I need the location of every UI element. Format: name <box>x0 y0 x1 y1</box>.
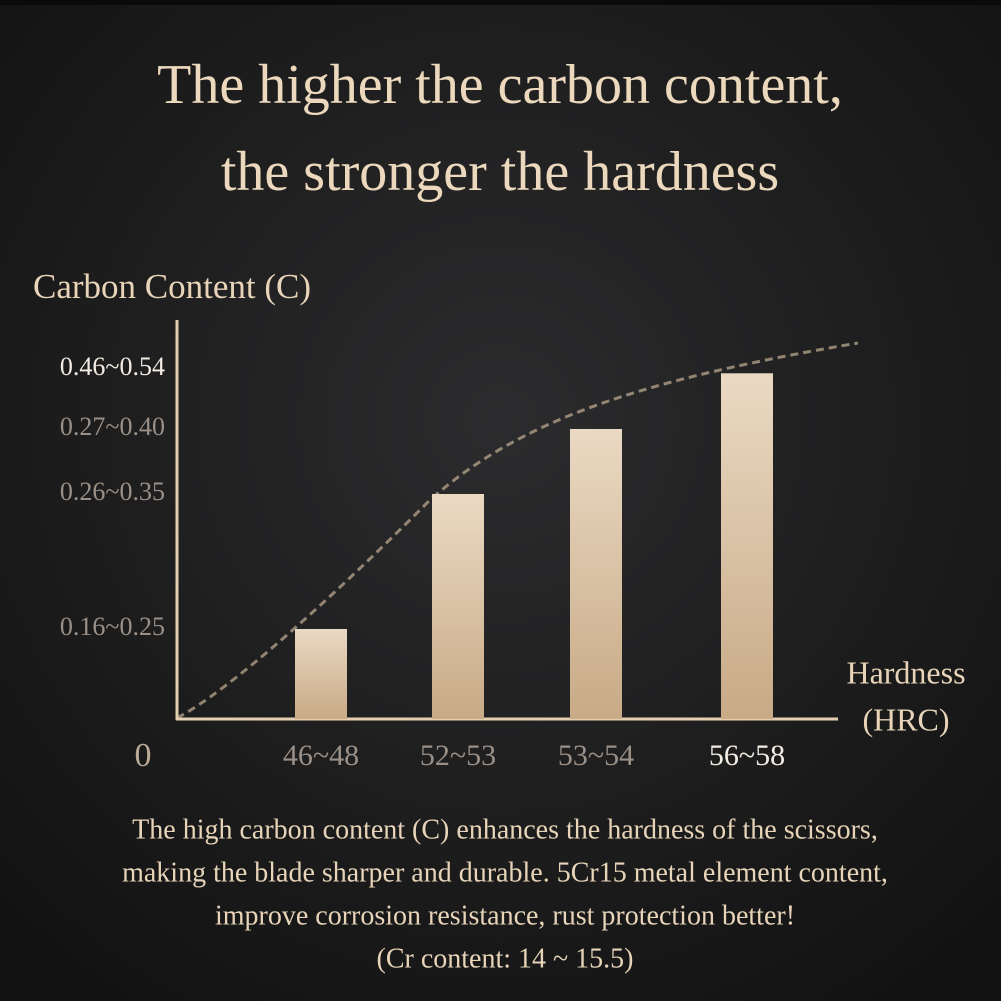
x-tick-label: 46~48 <box>283 739 359 772</box>
description: The high carbon content (C) enhances the… <box>132 814 878 845</box>
chart-title: the stronger the hardness <box>221 141 779 203</box>
description: improve corrosion resistance, rust prote… <box>215 900 795 931</box>
chart-content: The higher the carbon content, the strong… <box>33 54 966 975</box>
chart-title: The higher the carbon content, <box>157 54 843 116</box>
bar <box>721 373 773 719</box>
x-tick-label: 53~54 <box>558 739 634 772</box>
x-tick-label: 56~58 <box>709 739 785 772</box>
y-tick-label: 0 <box>135 737 152 774</box>
x-axis-label: (HRC) <box>862 701 949 737</box>
y-tick-label: 0.26~0.35 <box>60 477 165 506</box>
bar <box>570 429 622 719</box>
y-tick-label: 0.16~0.25 <box>60 612 165 641</box>
y-axis-label: Carbon Content (C) <box>33 267 311 306</box>
bar <box>295 629 347 719</box>
y-tick-label: 0.27~0.40 <box>60 412 165 441</box>
x-axis-label: Hardness <box>846 654 965 690</box>
description: making the blade sharper and durable. 5C… <box>122 857 888 888</box>
x-tick-label: 52~53 <box>420 739 496 772</box>
top-strip <box>0 0 1001 5</box>
bar <box>432 494 484 719</box>
description: (Cr content: 14 ~ 15.5) <box>377 943 634 974</box>
y-tick-label: 0.46~0.54 <box>60 352 165 381</box>
